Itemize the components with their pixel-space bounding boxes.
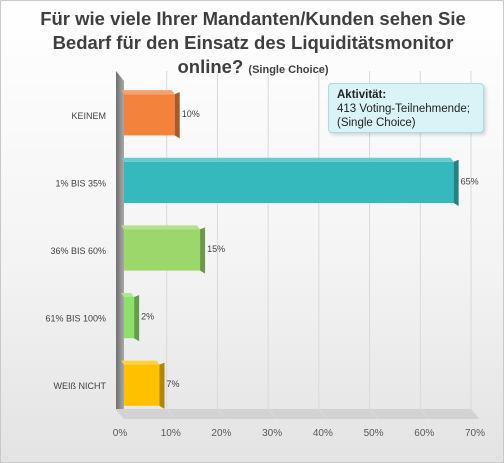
value-label: 15% [207,244,225,254]
title-line-1: Für wie viele Ihrer Mandanten/Kunden seh… [40,8,466,29]
bar-front-face [124,161,454,204]
x-tick-label: 60% [414,428,434,439]
bar [121,292,140,342]
bar-top-face [121,292,135,297]
x-tick-label: 70% [465,428,485,439]
bar-end-face [174,92,180,139]
bar-front-face [124,364,160,406]
bar-front-face [124,229,201,271]
x-tick-label: 30% [262,428,282,439]
gridline-floor [267,408,277,420]
gridline-floor [318,408,328,420]
bar-front-face [124,94,175,136]
value-label: 7% [167,379,180,389]
x-tick-label: 0% [113,428,128,439]
chart-title: Für wie viele Ihrer Mandanten/Kunden seh… [21,7,485,82]
chart-side-wall [116,71,124,419]
activity-info-box: Aktivität: 413 Voting-Teilnehmende; (Sin… [328,83,484,133]
info-heading: Aktivität: [337,89,387,101]
bar-end-face [453,159,459,207]
value-label: 65% [461,176,479,186]
gridline-floor [470,408,480,420]
category-label: 61% BIS 100% [45,314,106,324]
bar-top-face [121,90,175,95]
value-label: 10% [182,109,200,119]
bar-end-face [134,294,140,342]
bar-top-face [121,225,201,230]
category-label: 1% BIS 35% [55,178,106,188]
category-label: KEINEM [71,111,106,121]
bar [121,225,206,274]
chart-floor [116,409,479,419]
bar [121,90,180,139]
bar-end-face [159,362,165,409]
x-tick-label: 10% [161,428,181,439]
value-label: 2% [141,312,154,322]
bar [121,157,459,207]
title-line-3: online? [177,56,244,77]
title-note: (Single Choice) [248,64,329,76]
category-label: 36% BIS 60% [50,246,106,256]
title-line-2: Bedarf für den Einsatz des Liquiditätsmo… [52,32,454,53]
gridline-floor [369,408,378,420]
gridline-floor [166,408,176,420]
x-tick-label: 40% [313,428,333,439]
bar-top-face [121,157,454,162]
info-line-1: 413 Voting-Teilnehmende; [337,103,470,115]
gridline-floor [217,408,226,420]
info-line-2: (Single Choice) [337,117,416,129]
bar-end-face [200,227,206,274]
x-tick-label: 50% [364,428,384,439]
bar-front-face [124,296,135,339]
gridline-floor [419,408,429,420]
category-label: WEIß NICHT [54,381,107,391]
bar [121,360,165,409]
bar-top-face [121,360,160,365]
x-tick-label: 20% [211,428,231,439]
